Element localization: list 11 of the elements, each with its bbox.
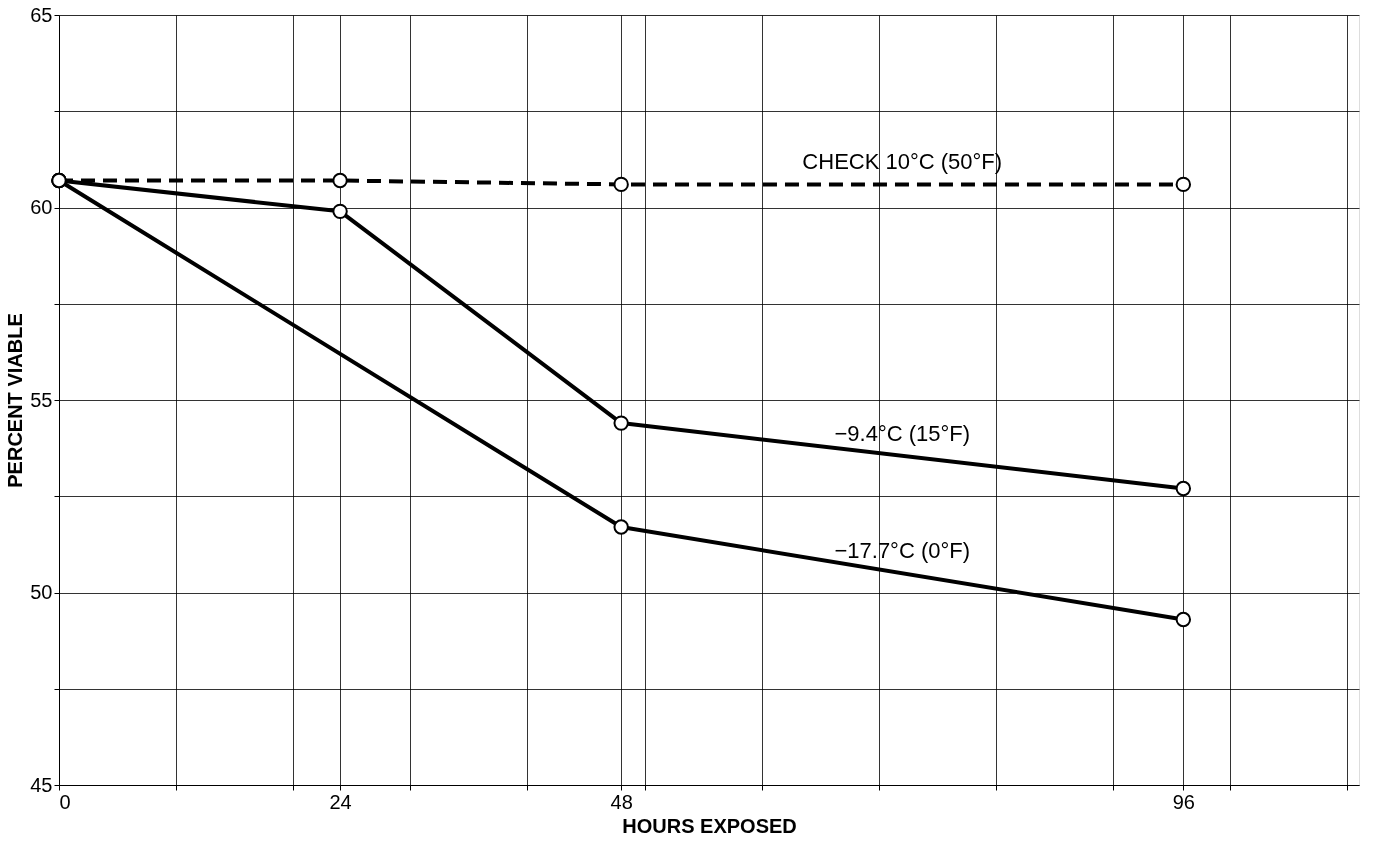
x-axis-title: HOURS EXPOSED — [622, 814, 797, 837]
x-tick-label: 0 — [59, 790, 71, 813]
x-tick-label: 96 — [1172, 790, 1195, 813]
x-tick-label: 24 — [329, 790, 352, 813]
y-tick-label: 45 — [30, 773, 53, 796]
y-axis-title: PERCENT VIABLE — [4, 313, 27, 488]
y-tick-label: 55 — [30, 388, 53, 411]
y-tick-label: 65 — [30, 3, 53, 26]
x-tick-label: 48 — [610, 790, 633, 813]
y-tick-label: 50 — [30, 581, 53, 603]
y-tick-label: 60 — [30, 196, 53, 218]
